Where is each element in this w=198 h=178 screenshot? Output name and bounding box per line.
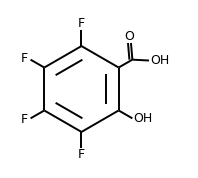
Text: O: O (125, 30, 134, 43)
Text: OH: OH (150, 54, 169, 67)
Text: F: F (20, 113, 28, 126)
Text: OH: OH (133, 112, 152, 125)
Text: F: F (78, 17, 85, 30)
Text: F: F (78, 148, 85, 161)
Text: F: F (20, 52, 28, 65)
